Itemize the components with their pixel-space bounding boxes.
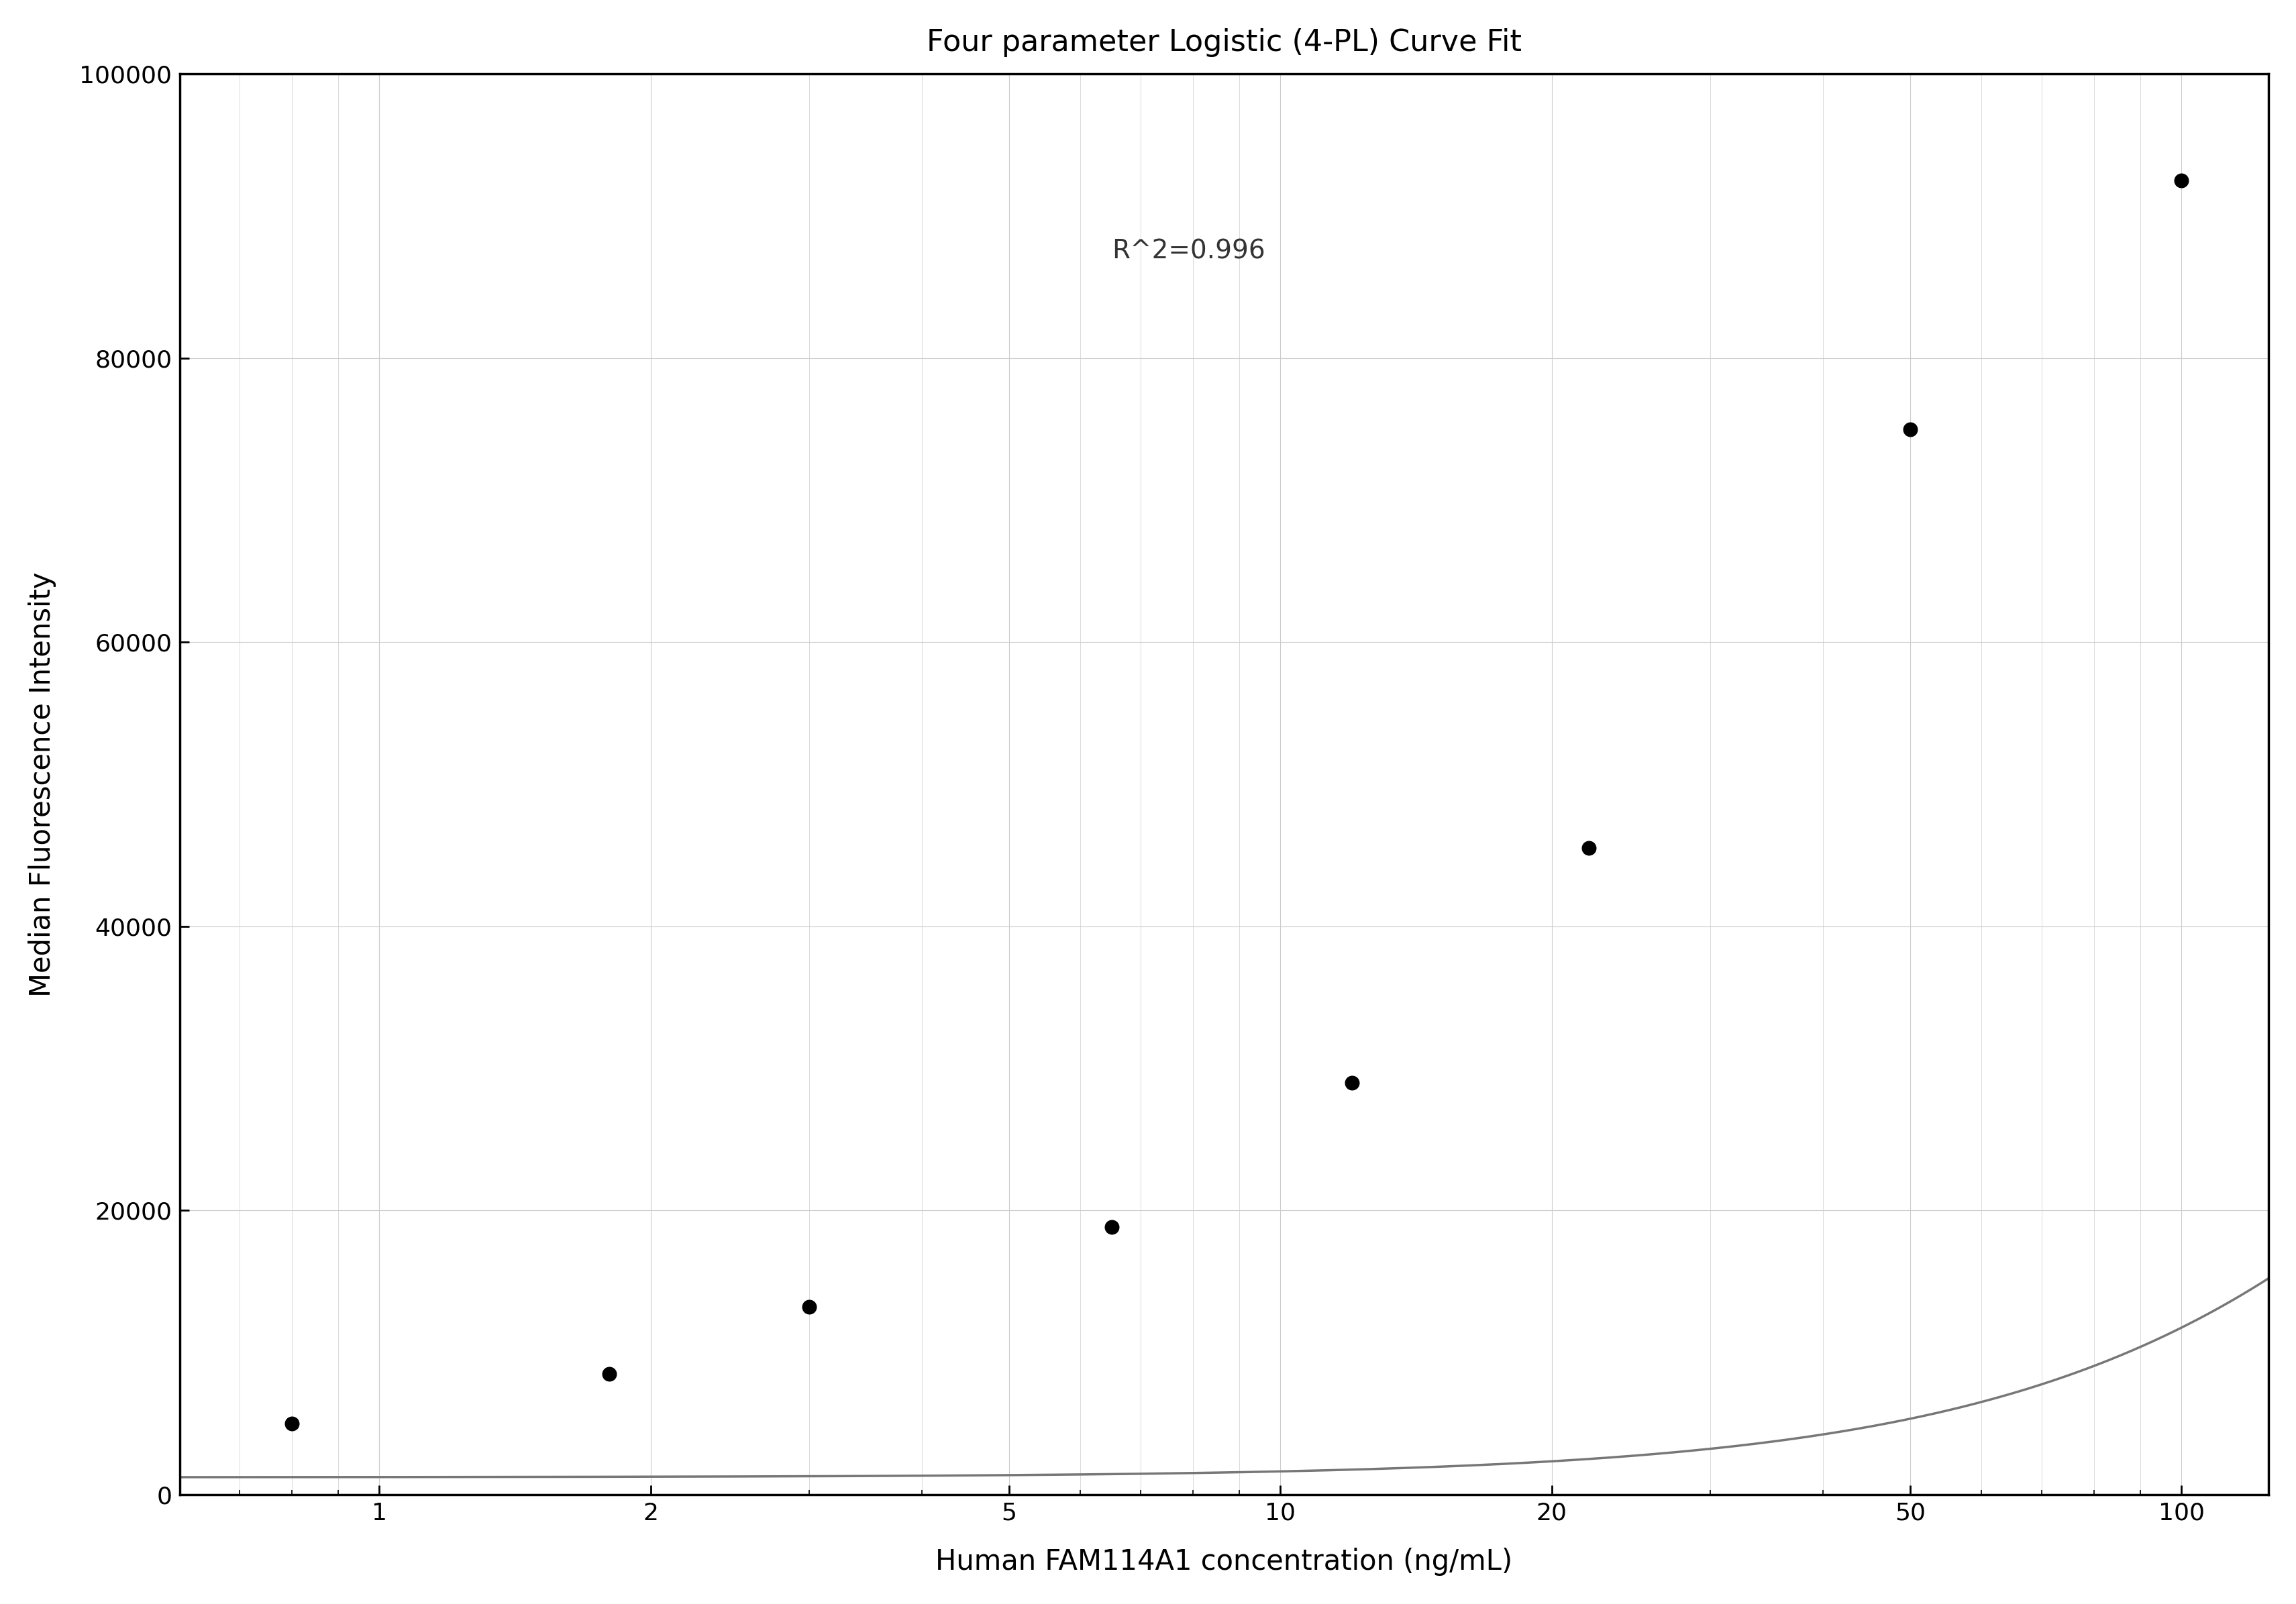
Point [1892,417,1929,443]
Point [590,1360,627,1386]
Point [1334,1070,1371,1096]
Title: Four parameter Logistic (4-PL) Curve Fit: Four parameter Logistic (4-PL) Curve Fit [925,27,1522,56]
X-axis label: Human FAM114A1 concentration (ng/mL): Human FAM114A1 concentration (ng/mL) [934,1548,1513,1577]
Y-axis label: Median Fluorescence Intensity: Median Fluorescence Intensity [28,571,55,996]
Text: R^2=0.996: R^2=0.996 [1111,239,1265,265]
Point [790,1294,827,1320]
Point [273,1410,310,1436]
Point [1093,1214,1130,1240]
Point [2163,168,2200,194]
Point [1570,836,1607,861]
